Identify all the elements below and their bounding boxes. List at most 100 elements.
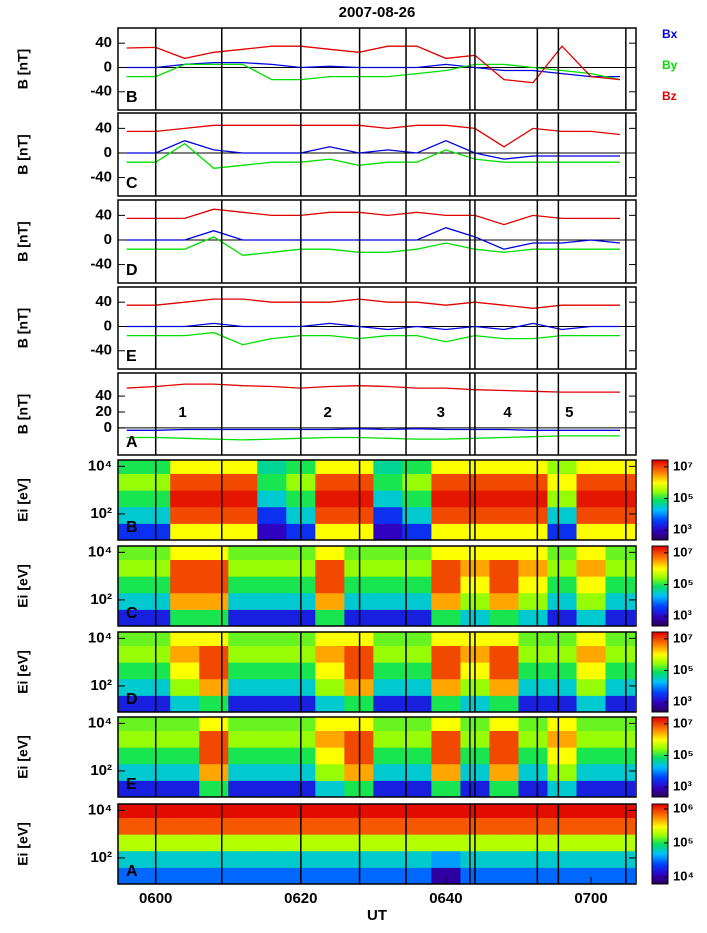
colorbar-step — [652, 876, 668, 879]
heat-cell — [518, 763, 548, 781]
heat-cell — [431, 717, 461, 732]
colorbar-step — [652, 860, 668, 863]
heat-cell — [547, 717, 578, 732]
colorbar-step — [652, 606, 668, 609]
heat-cell — [373, 559, 403, 577]
colorbar-step — [652, 850, 668, 853]
colorbar-step — [652, 590, 668, 593]
heat-cell — [518, 576, 548, 594]
heat-cell — [518, 506, 548, 524]
heat-cell — [170, 460, 200, 475]
y-tick-label: 10² — [90, 762, 112, 779]
heat-cell — [199, 473, 229, 491]
heat-cell — [576, 780, 607, 797]
colorbar-step — [652, 777, 668, 780]
colorbar-step — [652, 598, 668, 601]
heat-cell — [373, 780, 403, 797]
heat-cell — [547, 576, 578, 594]
colorbar-step — [652, 522, 668, 525]
heat-cell — [257, 747, 287, 765]
heat-cell — [373, 662, 403, 680]
colorbar-step — [652, 464, 668, 467]
colorbar-step — [652, 640, 668, 643]
colorbar-step — [652, 743, 668, 746]
heat-cell — [315, 678, 345, 696]
heat-cell — [489, 747, 519, 765]
heat-cell — [576, 747, 607, 765]
colorbar-step — [652, 616, 668, 619]
interval-label: 1 — [178, 404, 186, 421]
heat-cell — [373, 460, 403, 475]
heat-cell — [373, 867, 403, 884]
colorbar-step — [652, 674, 668, 677]
heat-cell — [605, 850, 636, 868]
heat-cell — [118, 662, 142, 680]
heat-cell — [605, 523, 636, 540]
heat-cell — [118, 747, 142, 765]
colorbar-step — [652, 848, 668, 851]
heat-cell — [199, 632, 229, 647]
colorbar-step — [652, 564, 668, 567]
colorbar-step — [652, 812, 668, 815]
colorbar-step — [652, 562, 668, 565]
colorbar-step — [652, 652, 668, 655]
heat-cell — [547, 523, 578, 540]
colorbar-step — [652, 468, 668, 471]
colorbar-step — [652, 618, 668, 621]
y-tick-label: 40 — [95, 387, 112, 404]
colorbar-step — [652, 552, 668, 555]
colorbar-step — [652, 602, 668, 605]
colorbar-step — [652, 648, 668, 651]
heat-cell — [605, 559, 636, 577]
y-axis-label: Ei [eV] — [15, 822, 31, 866]
colorbar-label: 10⁷ — [673, 630, 693, 645]
y-tick-label: 10⁴ — [88, 714, 112, 731]
heat-cell — [373, 546, 403, 561]
colorbar-step — [652, 654, 668, 657]
heat-cell — [402, 559, 432, 577]
colorbar-label: 10³ — [673, 522, 692, 537]
heat-cell — [518, 804, 548, 819]
colorbar-step — [652, 482, 668, 485]
colorbar-step — [652, 466, 668, 469]
colorbar-step — [652, 472, 668, 475]
heat-cell — [402, 473, 432, 491]
panel-label: E — [126, 776, 137, 793]
heat-cell — [170, 834, 200, 852]
colorbar-step — [652, 690, 668, 693]
heat-cell — [576, 592, 607, 610]
heat-cell — [228, 592, 258, 610]
colorbar-step — [652, 737, 668, 740]
colorbar-label: 10⁵ — [673, 576, 694, 591]
colorbar-step — [652, 600, 668, 603]
colorbar-frame — [651, 803, 669, 885]
heat-cell — [315, 817, 345, 835]
heat-cell — [228, 763, 258, 781]
colorbar-step — [652, 729, 668, 732]
heat-cell — [518, 730, 548, 748]
heat-cell — [170, 730, 200, 748]
heat-cell — [576, 763, 607, 781]
heat-cell — [518, 473, 548, 491]
heat-cell — [315, 460, 345, 475]
heat-cell — [547, 834, 578, 852]
heat-cell — [605, 460, 636, 475]
heat-cell — [576, 645, 607, 663]
colorbar-step — [652, 757, 668, 760]
y-tick-label: -40 — [90, 342, 112, 359]
colorbar-step — [652, 808, 668, 811]
heat-cell — [315, 662, 345, 680]
colorbar-step — [652, 749, 668, 752]
heat-cell — [489, 490, 519, 508]
y-tick-label: 0 — [104, 419, 112, 436]
heat-cell — [315, 506, 345, 524]
panel-label: D — [126, 262, 138, 279]
heat-cell — [489, 763, 519, 781]
y-axis-label: Ei [eV] — [15, 735, 31, 779]
heat-cell — [547, 817, 578, 835]
heat-cell — [576, 804, 607, 819]
heat-cell — [431, 867, 461, 884]
heat-cell — [199, 592, 229, 610]
heat-cell — [605, 506, 636, 524]
heat-cell — [228, 834, 258, 852]
